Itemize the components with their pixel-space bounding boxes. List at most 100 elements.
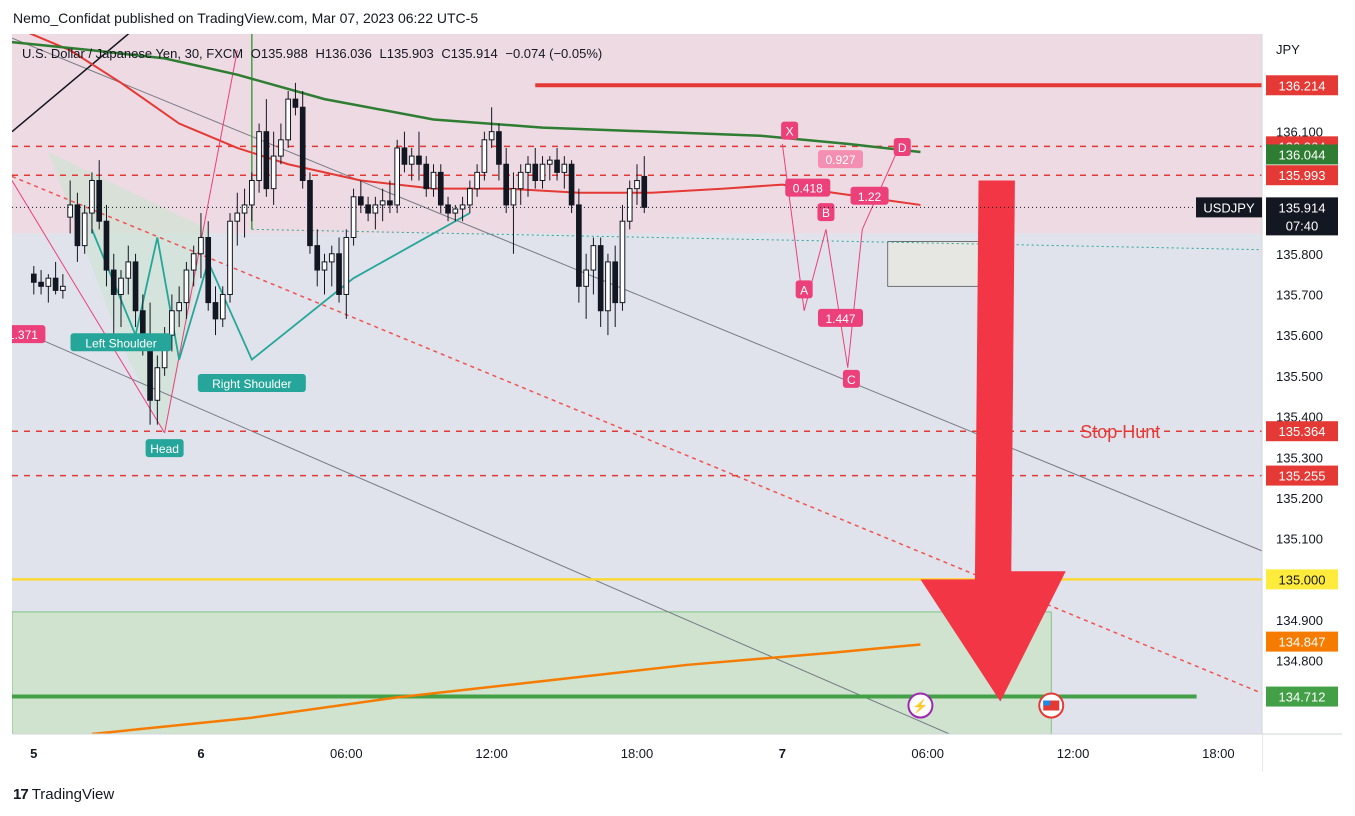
candle-17 bbox=[154, 355, 161, 425]
time-axis bbox=[12, 734, 1262, 772]
label-fib-left-bg bbox=[12, 325, 46, 344]
x-tick-4: 18:00 bbox=[621, 746, 654, 761]
candle-body-39 bbox=[314, 245, 321, 271]
candle-22 bbox=[190, 245, 197, 287]
candle-81 bbox=[619, 204, 626, 311]
harmonic-d: D bbox=[893, 137, 911, 156]
candle-8 bbox=[89, 172, 95, 234]
candle-body-31 bbox=[256, 131, 262, 182]
trendline-upper bbox=[12, 37, 1263, 552]
harmonic-x: X bbox=[781, 121, 799, 140]
candle-body-80 bbox=[612, 261, 619, 304]
candle-80 bbox=[612, 245, 619, 328]
x-tick-2: 06:00 bbox=[330, 746, 363, 761]
candle-body-41 bbox=[328, 253, 335, 263]
candle-36 bbox=[292, 82, 299, 116]
candle-52 bbox=[408, 147, 415, 181]
us-flag-canton bbox=[1043, 700, 1051, 706]
candle-48 bbox=[379, 188, 386, 222]
candle-26 bbox=[219, 286, 226, 328]
candle-12 bbox=[118, 270, 124, 328]
harmonic-c-bg bbox=[842, 369, 860, 388]
candle-60 bbox=[467, 180, 473, 214]
label-right-shoulder-bg bbox=[197, 374, 306, 392]
price-tag-5-text: 135.000 bbox=[1279, 572, 1326, 587]
candle-body-76 bbox=[583, 269, 589, 287]
legend-open: O135.988 bbox=[250, 46, 308, 61]
candle-32 bbox=[263, 99, 270, 197]
candle-72 bbox=[554, 147, 560, 181]
harmonic-ratio-xb-text: 0.927 bbox=[825, 153, 855, 167]
candle-61 bbox=[474, 164, 480, 197]
candle-body-81 bbox=[619, 220, 626, 304]
candle-78 bbox=[597, 237, 604, 328]
candle-54 bbox=[423, 156, 430, 197]
x-tick-7: 12:00 bbox=[1057, 746, 1090, 761]
ma-tag-1-bg bbox=[1266, 631, 1338, 652]
candle-10 bbox=[103, 204, 110, 287]
price-tag-4: 135.255 bbox=[1266, 465, 1338, 486]
harmonic-a: A bbox=[795, 280, 813, 299]
candle-13 bbox=[125, 245, 132, 295]
candle-body-77 bbox=[590, 245, 597, 271]
candle-body-36 bbox=[292, 98, 299, 108]
candle-7 bbox=[81, 204, 88, 254]
candle-67 bbox=[517, 164, 524, 205]
candle-71 bbox=[546, 156, 553, 181]
x-tick-3: 12:00 bbox=[475, 746, 508, 761]
candle-body-46 bbox=[365, 204, 371, 214]
symbol-tag-bg bbox=[1196, 197, 1262, 218]
candle-body-61 bbox=[474, 171, 480, 190]
candle-body-27 bbox=[227, 220, 233, 295]
candle-body-25 bbox=[212, 302, 219, 320]
harmonic-ratio-xb: 0.927 bbox=[817, 150, 863, 169]
candle-body-22 bbox=[190, 253, 197, 271]
candle-body-35 bbox=[285, 98, 291, 141]
candle-27 bbox=[227, 213, 233, 303]
candle-body-3 bbox=[52, 277, 59, 291]
y-tick-9: 134.900 bbox=[1276, 613, 1323, 628]
candle-24 bbox=[205, 221, 212, 311]
candle-body-12 bbox=[118, 277, 124, 295]
candle-70 bbox=[539, 156, 546, 189]
harmonic-c: C bbox=[842, 369, 860, 388]
candle-body-68 bbox=[525, 163, 531, 173]
candle-body-79 bbox=[605, 261, 611, 312]
candle-body-34 bbox=[278, 139, 284, 157]
candle-56 bbox=[437, 164, 444, 214]
candle-28 bbox=[234, 192, 241, 246]
candle-46 bbox=[365, 196, 371, 222]
us-flag-stripes bbox=[1043, 700, 1060, 711]
price-chart[interactable]: Left Shoulder Head Right Shoulder 1.371 X A B C… bbox=[12, 34, 1342, 772]
candle-5 bbox=[67, 180, 73, 234]
label-left-shoulder-text: Left Shoulder bbox=[85, 336, 156, 350]
candle-21 bbox=[183, 261, 190, 319]
candle-body-32 bbox=[263, 131, 270, 190]
candle-1 bbox=[38, 270, 44, 295]
legend: U.S. Dollar / Japanese Yen, 30, FXCM O13… bbox=[22, 46, 606, 61]
candle-body-33 bbox=[270, 155, 277, 190]
candle-58 bbox=[452, 204, 459, 222]
candle-body-58 bbox=[452, 208, 459, 214]
countdown-text: 07:40 bbox=[1286, 218, 1319, 233]
harmonic-b: B bbox=[817, 203, 835, 222]
candle-body-48 bbox=[379, 200, 386, 206]
candle-82 bbox=[626, 180, 633, 230]
x-tick-0: 5 bbox=[30, 746, 37, 761]
tradingview-logo-icon: 17 bbox=[13, 786, 29, 803]
legend-change: −0.074 (−0.05%) bbox=[505, 46, 603, 61]
candle-body-4 bbox=[60, 285, 66, 291]
candle-23 bbox=[198, 213, 204, 279]
price-tag-5-bg bbox=[1266, 569, 1338, 590]
candle-body-43 bbox=[343, 236, 350, 295]
harmonic-ratio-cd-text: 1.22 bbox=[858, 190, 882, 204]
candle-11 bbox=[110, 253, 117, 336]
candle-body-2 bbox=[45, 277, 52, 287]
footer-brand[interactable]: 17 TradingView bbox=[13, 786, 114, 803]
label-fib-left-text: 1.371 bbox=[12, 328, 38, 342]
candle-body-42 bbox=[336, 253, 342, 295]
candle-79 bbox=[605, 253, 611, 336]
candle-38 bbox=[307, 172, 313, 254]
x-tick-1: 6 bbox=[197, 746, 204, 761]
harmonic-ratio-bc: 1.447 bbox=[817, 308, 863, 327]
